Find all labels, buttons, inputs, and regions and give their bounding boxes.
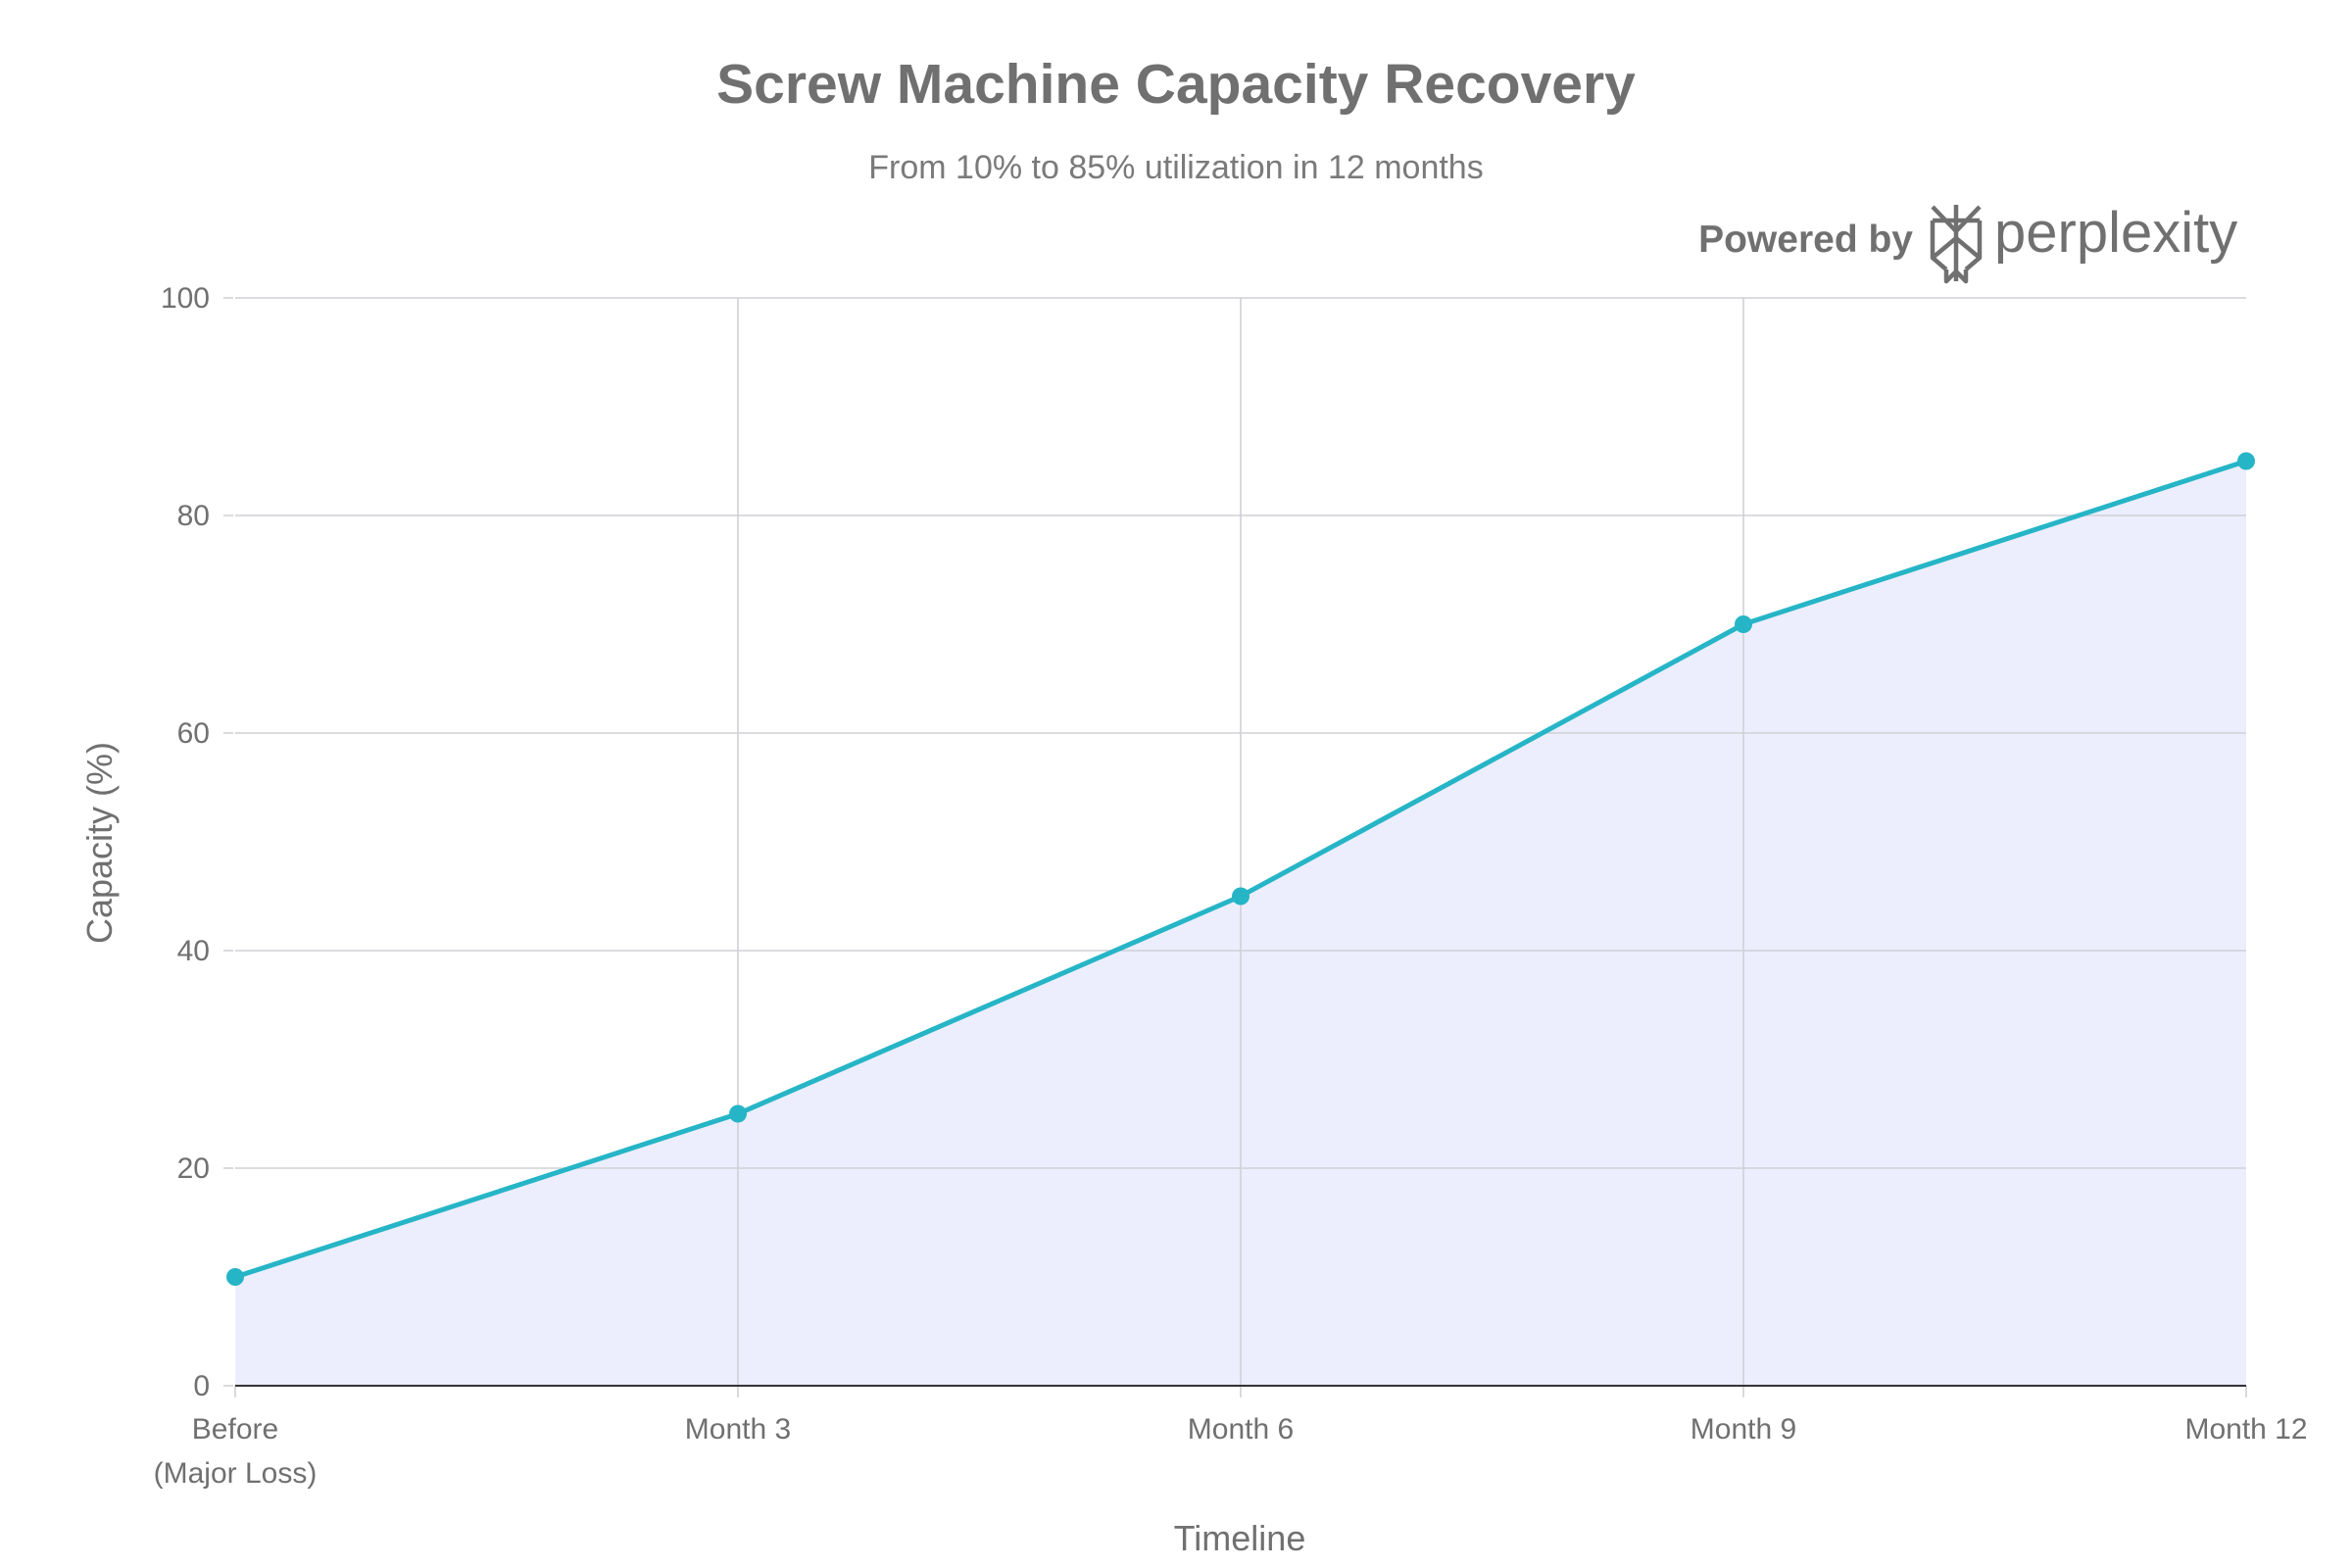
data-point [2237,452,2255,470]
y-tick-label: 100 [161,282,210,315]
x-tick-label: Month 3 [685,1413,791,1446]
series-layer [226,452,2255,1286]
y-tick-label: 40 [177,935,210,967]
data-point [226,1268,244,1286]
x-tick-label: (Major Loss) [154,1457,318,1490]
data-point [1232,887,1250,906]
data-point [729,1104,747,1123]
axis-layer [223,297,2247,1397]
label-layer: 0 20 40 60 80 100 Before (Major Loss) Month 3 Mon… [154,282,2308,1490]
powered-by-label: Powered by [1698,219,1913,261]
y-axis-title: Capacity (%) [79,742,120,944]
brand-name: perplexity [1994,201,2237,265]
x-tick-label: Month 9 [1690,1413,1796,1446]
chart-subtitle: From 10% to 85% utilization in 12 months [868,149,1483,186]
y-tick-label: 0 [193,1370,210,1402]
x-tick-label: Before [192,1413,278,1446]
perplexity-logo-icon [1930,205,1983,284]
chart-title: Screw Machine Capacity Recovery [716,53,1636,116]
data-point [1735,615,1752,633]
x-axis-title: Timeline [1174,1518,1306,1558]
x-tick-label: Month 12 [2184,1413,2307,1446]
y-tick-label: 60 [177,717,210,750]
y-tick-label: 80 [177,500,210,532]
x-tick-label: Month 6 [1188,1413,1294,1446]
y-tick-label: 20 [177,1152,210,1185]
